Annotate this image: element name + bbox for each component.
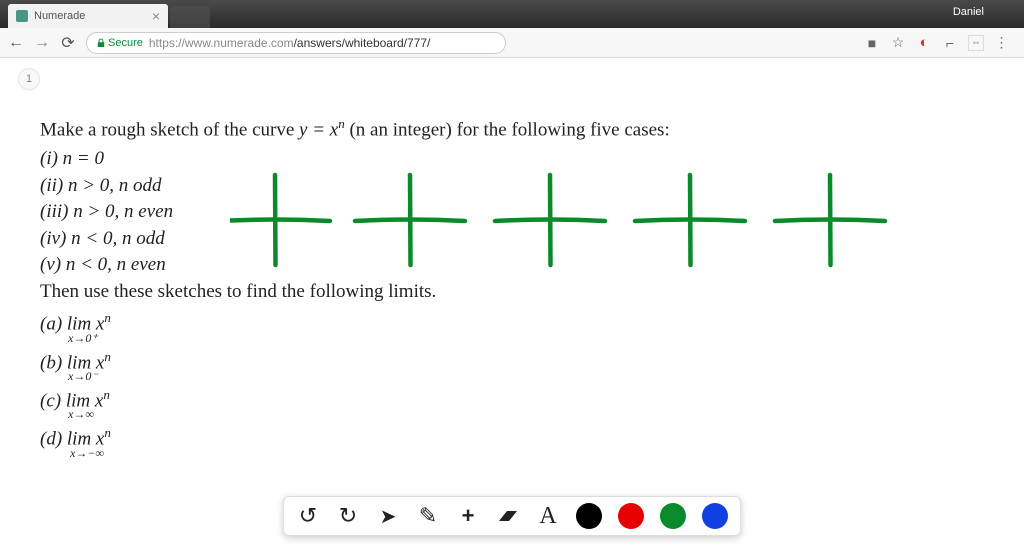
undo-button[interactable]: ↺ <box>296 504 320 528</box>
color-green[interactable] <box>660 503 686 529</box>
problem-lead: Make a rough sketch of the curve y = xn … <box>40 115 984 144</box>
color-red[interactable] <box>618 503 644 529</box>
profile-name[interactable]: Daniel <box>953 6 984 18</box>
reload-button[interactable]: ⟳ <box>60 33 76 53</box>
case-2: (ii) n > 0, n odd <box>40 173 984 200</box>
browser-tab-bar: Numerade × Daniel <box>0 0 1024 28</box>
then-line: Then use these sketches to find the foll… <box>40 279 984 306</box>
secure-indicator: Secure <box>97 37 143 49</box>
color-blue[interactable] <box>702 503 728 529</box>
extension-icon[interactable]: ◐ <box>916 35 932 51</box>
menu-icon[interactable]: ⋮ <box>994 35 1010 51</box>
browser-tab[interactable]: Numerade × <box>8 4 168 28</box>
url-text: https://www.numerade.com/answers/whitebo… <box>149 36 430 50</box>
page-content: 1 Make a rough sketch of the curve y = x… <box>0 58 1024 550</box>
cast-icon[interactable]: ⌐ <box>942 35 958 51</box>
case-1: (i) n = 0 <box>40 146 984 173</box>
eraser-tool[interactable] <box>496 504 520 528</box>
pointer-tool[interactable]: ➤ <box>376 504 400 528</box>
extension2-icon[interactable]: •• <box>968 35 984 51</box>
redo-button[interactable]: ↻ <box>336 504 360 528</box>
limit-b: (b) lim xnx→0⁻ <box>40 350 984 382</box>
toolbar-right: ■ ☆ ◐ ⌐ •• ⋮ <box>864 35 1016 51</box>
bookmark-star-icon[interactable]: ☆ <box>890 35 906 51</box>
color-black[interactable] <box>576 503 602 529</box>
plus-tool[interactable]: + <box>456 504 480 528</box>
address-bar: ← → ⟳ Secure https://www.numerade.com/an… <box>0 28 1024 58</box>
forward-button: → <box>34 34 50 52</box>
problem-text: Make a rough sketch of the curve y = xn … <box>40 115 984 459</box>
whiteboard-toolbar: ↺ ↻ ➤ ✎ + A <box>283 496 741 536</box>
url-field[interactable]: Secure https://www.numerade.com/answers/… <box>86 32 506 54</box>
case-5: (v) n < 0, n even <box>40 252 984 279</box>
back-button[interactable]: ← <box>8 34 24 52</box>
tab-close-icon[interactable]: × <box>152 9 160 23</box>
pencil-tool[interactable]: ✎ <box>416 504 440 528</box>
text-tool[interactable]: A <box>536 504 560 528</box>
limit-d: (d) lim xnx→−∞ <box>40 426 984 458</box>
site-favicon <box>16 10 28 22</box>
limit-c: (c) lim xnx→∞ <box>40 388 984 420</box>
video-icon[interactable]: ■ <box>864 35 880 51</box>
case-3: (iii) n > 0, n even <box>40 199 984 226</box>
case-4: (iv) n < 0, n odd <box>40 226 984 253</box>
step-badge[interactable]: 1 <box>18 68 40 90</box>
lock-icon <box>97 38 105 48</box>
tab-title: Numerade <box>34 10 85 22</box>
limit-a: (a) lim xnx→0⁺ <box>40 311 984 343</box>
inactive-tab[interactable] <box>170 6 210 28</box>
